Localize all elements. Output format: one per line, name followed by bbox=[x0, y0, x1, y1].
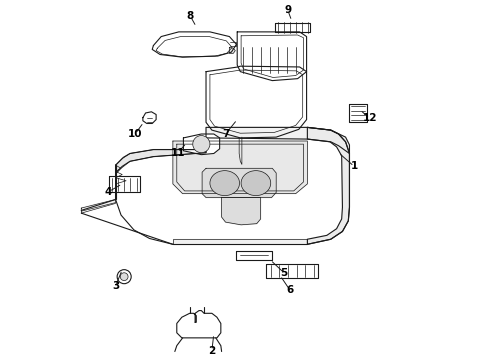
Polygon shape bbox=[221, 198, 261, 225]
Polygon shape bbox=[143, 112, 156, 123]
Polygon shape bbox=[236, 251, 271, 260]
Ellipse shape bbox=[120, 273, 128, 280]
Polygon shape bbox=[173, 141, 307, 194]
Text: 12: 12 bbox=[363, 113, 377, 123]
Text: 3: 3 bbox=[112, 281, 119, 291]
Polygon shape bbox=[81, 199, 116, 211]
Polygon shape bbox=[349, 104, 367, 122]
Polygon shape bbox=[267, 264, 318, 278]
Polygon shape bbox=[237, 32, 307, 81]
Text: 5: 5 bbox=[280, 268, 288, 278]
Text: 10: 10 bbox=[128, 129, 142, 139]
Polygon shape bbox=[275, 23, 311, 32]
Polygon shape bbox=[152, 32, 236, 57]
Polygon shape bbox=[206, 66, 307, 138]
Polygon shape bbox=[173, 239, 307, 244]
Text: 2: 2 bbox=[208, 346, 216, 356]
Text: 1: 1 bbox=[350, 161, 358, 171]
Text: 9: 9 bbox=[284, 5, 292, 15]
Ellipse shape bbox=[210, 171, 240, 195]
Polygon shape bbox=[177, 311, 221, 338]
Polygon shape bbox=[116, 150, 206, 199]
Text: 7: 7 bbox=[222, 129, 229, 139]
Text: 11: 11 bbox=[171, 148, 185, 158]
Text: 8: 8 bbox=[187, 11, 194, 21]
Polygon shape bbox=[183, 134, 220, 155]
Polygon shape bbox=[116, 127, 349, 173]
Polygon shape bbox=[229, 48, 235, 53]
Text: 6: 6 bbox=[286, 285, 294, 295]
Ellipse shape bbox=[117, 270, 131, 284]
Text: 4: 4 bbox=[105, 187, 112, 197]
Ellipse shape bbox=[241, 171, 271, 195]
Polygon shape bbox=[202, 168, 276, 198]
Polygon shape bbox=[109, 176, 140, 193]
Ellipse shape bbox=[193, 136, 210, 153]
Polygon shape bbox=[307, 127, 349, 244]
